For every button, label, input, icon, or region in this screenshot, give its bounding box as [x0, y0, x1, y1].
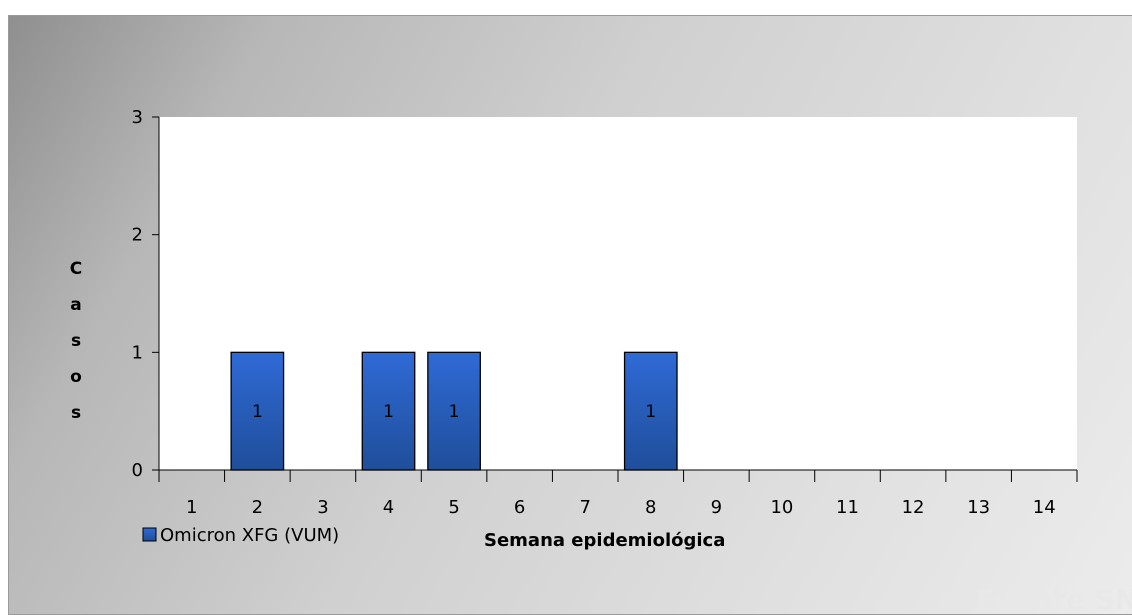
bar [623, 351, 678, 471]
bar-series [230, 351, 678, 471]
source-note: Fuente SNVS2 [976, 583, 1132, 615]
y-tick-label: 0 [132, 460, 143, 481]
plot-area [159, 117, 1077, 470]
legend-label: Omicron XFG (VUM) [160, 525, 339, 546]
bar [361, 351, 416, 471]
x-tick-label: 5 [448, 497, 459, 518]
x-tick-label: 7 [579, 497, 590, 518]
data-labels: 1 1 1 1 [252, 402, 656, 422]
x-tick-label: 14 [1033, 497, 1056, 518]
bar [427, 351, 481, 471]
y-axis-title-letter: s [71, 403, 81, 423]
y-tick-label: 1 [132, 342, 143, 363]
x-tick-label: 11 [836, 497, 859, 518]
y-axis-title-letter: C [70, 259, 82, 279]
x-tick-label: 2 [252, 497, 263, 518]
y-axis: 0 1 2 3 [132, 107, 160, 481]
x-tick-label: 1 [186, 497, 197, 518]
x-tick-label: 6 [514, 497, 525, 518]
data-label: 1 [252, 402, 263, 422]
data-label: 1 [449, 402, 460, 422]
data-label: 1 [383, 402, 394, 422]
y-tick-label: 3 [132, 107, 143, 128]
x-tick-label: 8 [645, 497, 656, 518]
x-tick-label: 13 [967, 497, 990, 518]
legend: Omicron XFG (VUM) [142, 525, 339, 546]
y-axis-title-letter: o [70, 367, 82, 387]
y-axis-title-letter: s [71, 331, 81, 351]
x-tick-label: 10 [770, 497, 793, 518]
legend-swatch [142, 527, 157, 542]
x-tick-label: 4 [383, 497, 394, 518]
bar [230, 351, 285, 471]
x-axis-title: Semana epidemiológica [484, 530, 725, 551]
x-tick-label: 12 [902, 497, 925, 518]
x-axis: 1 2 3 4 5 6 7 8 9 10 11 12 13 14 [158, 469, 1078, 518]
y-axis-title-letter: a [70, 295, 81, 315]
y-tick-label: 2 [132, 225, 143, 246]
data-label: 1 [645, 402, 656, 422]
x-tick-label: 9 [711, 497, 722, 518]
x-tick-label: 3 [317, 497, 328, 518]
